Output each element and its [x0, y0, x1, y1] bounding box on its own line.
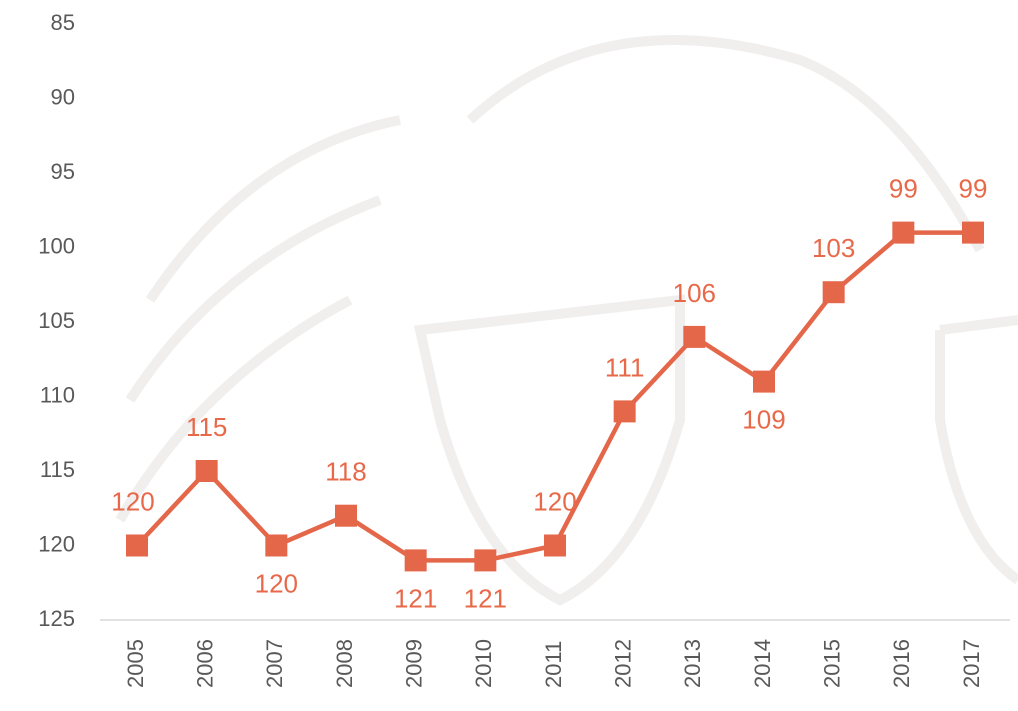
marker	[126, 534, 148, 557]
y-tick-label: 110	[40, 382, 75, 407]
x-tick-label: 2017	[959, 639, 984, 688]
x-tick-label: 2005	[123, 639, 148, 688]
y-tick-label: 120	[38, 531, 75, 556]
x-tick-label: 2006	[192, 639, 217, 688]
data-label: 118	[325, 457, 366, 487]
y-tick-label: 125	[38, 606, 75, 631]
watermark	[115, 35, 1018, 606]
x-tick-label: 2008	[332, 639, 357, 688]
x-tick-label: 2009	[401, 639, 426, 688]
marker	[962, 221, 984, 244]
x-tick-label: 2014	[750, 639, 775, 688]
y-tick-label: 95	[51, 159, 75, 184]
x-tick-label: 2013	[680, 639, 705, 688]
x-tick-label: 2011	[541, 641, 566, 688]
data-label: 106	[673, 278, 716, 308]
data-label: 99	[889, 173, 918, 203]
marker	[265, 534, 288, 557]
marker	[195, 460, 218, 482]
data-label: 103	[812, 233, 855, 263]
y-tick-label: 90	[51, 84, 75, 109]
data-label: 111	[605, 352, 645, 382]
y-tick-label: 85	[51, 10, 75, 35]
marker	[892, 221, 915, 244]
marker	[822, 281, 845, 304]
x-tick-label: 2010	[471, 639, 496, 688]
y-tick-label: 100	[38, 233, 75, 258]
data-label: 109	[742, 404, 785, 434]
data-label: 121	[394, 583, 437, 613]
data-label: 115	[186, 412, 227, 442]
marker	[753, 370, 775, 393]
x-tick-label: 2012	[610, 639, 635, 688]
x-tick-label: 2007	[262, 639, 287, 688]
data-label: 121	[464, 583, 507, 613]
data-label: 120	[255, 568, 298, 598]
x-tick-label: 2015	[819, 639, 844, 688]
y-tick-label: 105	[38, 308, 75, 333]
marker	[474, 549, 497, 572]
y-tick-label: 115	[40, 457, 75, 482]
marker	[683, 325, 706, 348]
marker	[404, 549, 427, 572]
marker	[544, 534, 566, 557]
data-label: 120	[533, 486, 576, 516]
marker	[613, 400, 636, 423]
x-tick-label: 2016	[889, 639, 914, 688]
data-label: 120	[111, 486, 154, 516]
marker	[335, 504, 357, 527]
data-label: 99	[959, 173, 988, 203]
